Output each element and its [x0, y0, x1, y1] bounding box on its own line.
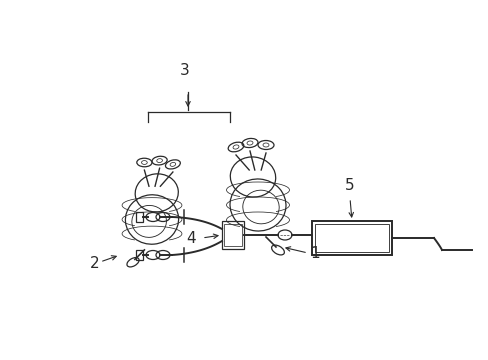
Text: 5: 5: [345, 178, 354, 193]
Bar: [222, 221, 244, 249]
Bar: [311, 221, 391, 255]
Bar: [136, 212, 142, 222]
Text: 1: 1: [309, 246, 319, 261]
Text: 3: 3: [180, 63, 189, 78]
Bar: [136, 250, 142, 260]
Bar: [314, 224, 388, 252]
Text: 4: 4: [186, 230, 196, 246]
Bar: [224, 224, 242, 246]
Text: 2: 2: [90, 256, 100, 270]
